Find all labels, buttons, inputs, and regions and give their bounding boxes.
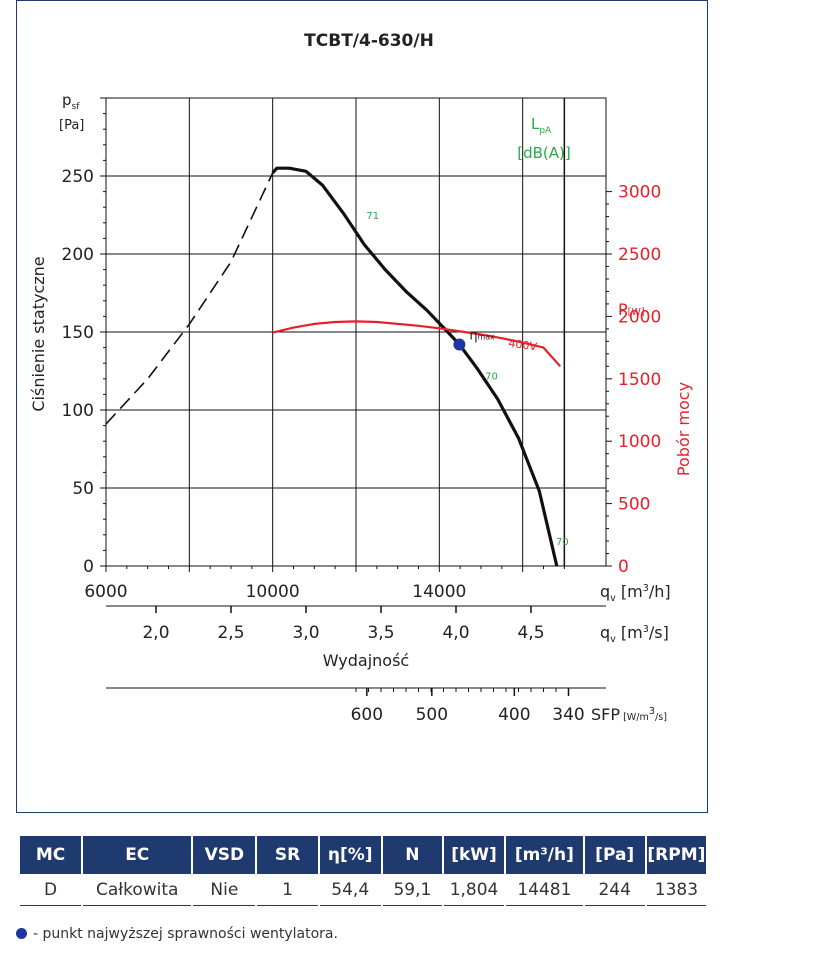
table-header-m3h: [m³/h]: [506, 836, 583, 874]
sfp-tick-label: 600: [351, 705, 383, 725]
m3s-tick-label: 2,5: [217, 623, 244, 643]
table-header-eta: η[%]: [319, 836, 381, 874]
table-header-rpm: [RPM]: [646, 836, 706, 874]
cell-vsd: Nie: [193, 874, 256, 906]
cell-mc: D: [20, 874, 82, 906]
cell-n: 59,1: [382, 874, 442, 906]
power-axis-label: Pobór mocy: [674, 382, 693, 476]
lpa-unit: [dB(A)]: [517, 144, 570, 162]
x-tick-label: 14000: [412, 582, 466, 602]
x-tick-label: 6000: [84, 582, 127, 602]
cell-ec: Całkowita: [83, 874, 192, 906]
table-header-sr: SR: [257, 836, 318, 874]
m3s-tick-label: 4,5: [517, 623, 544, 643]
lpa-symbol: LpA: [531, 115, 552, 136]
sfp-tick-label: 500: [416, 705, 448, 725]
eta-max-marker: [453, 338, 466, 351]
x-axis-label: Wydajność: [323, 651, 409, 670]
fan-curve-chart: TCBT/4-630/H 0 50 100 150 200 250 psf [Pa] Ciśni…: [29, 31, 693, 725]
series-pressure-unstable: [105, 172, 274, 425]
power-tick-label: 3000: [618, 183, 661, 203]
sfp-tick-label: 400: [498, 705, 530, 725]
chart-title: TCBT/4-630/H: [304, 31, 434, 51]
performance-table: MC EC VSD SR η[%] N [kW] [m³/h] [Pa] [RP…: [18, 836, 708, 906]
footnote-text: - punkt najwyższej sprawności wentylator…: [33, 926, 338, 942]
eta-max-label: ηmax: [469, 328, 495, 343]
table-header-kw: [kW]: [443, 836, 505, 874]
series-pressure: [271, 166, 559, 567]
table-row: D Całkowita Nie 1 54,4 59,1 1,804 14481 …: [20, 874, 706, 906]
sfp-tick-label: 340: [552, 705, 584, 725]
table-header-pa: [Pa]: [584, 836, 645, 874]
y-tick-label: 100: [62, 401, 94, 421]
table-header-ec: EC: [83, 836, 192, 874]
noise-label: 71: [366, 211, 379, 222]
chart-frame: TCBT/4-630/H 0 50 100 150 200 250 psf [Pa] Ciśni…: [16, 0, 708, 813]
power-tick-label: 0: [618, 557, 629, 577]
cell-pa: 244: [584, 874, 645, 906]
efficiency-point-icon: [16, 928, 27, 939]
power-tick-label: 500: [618, 495, 650, 515]
x-axis-m3h-unit: qv [m3/h]: [600, 582, 671, 604]
y-tick-label: 50: [72, 479, 94, 499]
power-tick-label: 1000: [618, 432, 661, 452]
y-tick-label: 150: [62, 323, 94, 343]
table-header-row: MC EC VSD SR η[%] N [kW] [m³/h] [Pa] [RP…: [20, 836, 706, 874]
m3s-tick-label: 3,5: [367, 623, 394, 643]
sfp-axis-unit: SFP [W/m3/s]: [591, 705, 667, 724]
power-axis-symbol: P[W]: [618, 300, 645, 319]
table-header-vsd: VSD: [193, 836, 256, 874]
x-tick-label: 10000: [246, 582, 300, 602]
y-axis-label: Ciśnienie statyczne: [29, 256, 48, 411]
table-header-n: N: [382, 836, 442, 874]
x-axis-m3s-unit: qv [m3/s]: [600, 623, 669, 645]
y-axis-symbol: psf: [62, 91, 80, 112]
noise-label: 70: [556, 537, 569, 548]
m3s-tick-label: 4,0: [442, 623, 469, 643]
series-400V: [272, 320, 562, 368]
cell-eta: 54,4: [319, 874, 381, 906]
power-tick-label: 1500: [618, 370, 661, 390]
cell-m3h: 14481: [506, 874, 583, 906]
y-tick-label: 200: [62, 245, 94, 265]
table-header-mc: MC: [20, 836, 82, 874]
m3s-tick-label: 2,0: [142, 623, 169, 643]
cell-sr: 1: [257, 874, 318, 906]
y-axis-unit: [Pa]: [59, 118, 84, 133]
y-tick-label: 0: [83, 557, 94, 577]
power-tick-label: 2500: [618, 245, 661, 265]
cell-kw: 1,804: [443, 874, 505, 906]
noise-label: 70: [485, 372, 498, 383]
footnote: - punkt najwyższej sprawności wentylator…: [16, 926, 338, 942]
m3s-tick-label: 3,0: [292, 623, 319, 643]
power-tick-label: 2000: [618, 307, 661, 327]
series-label-400v: 400V: [508, 337, 539, 354]
cell-rpm: 1383: [646, 874, 706, 906]
y-tick-label: 250: [62, 167, 94, 187]
